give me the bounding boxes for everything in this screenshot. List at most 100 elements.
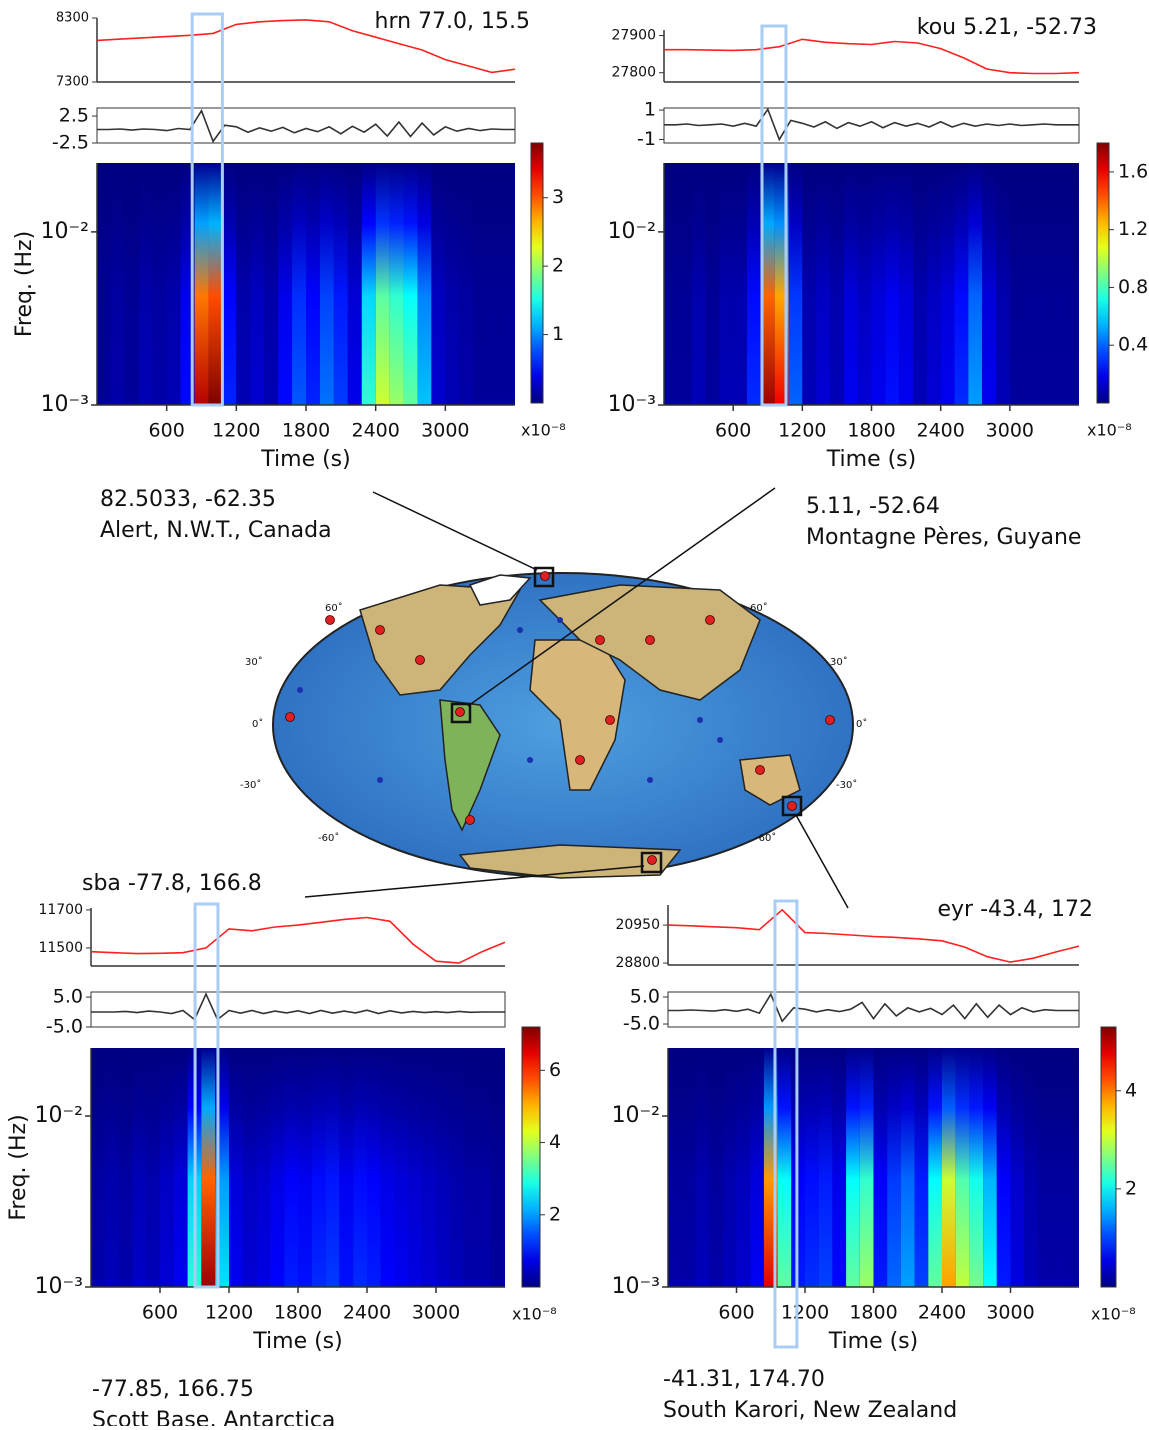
colorbar-unit: x10⁻⁸ [1091, 1305, 1136, 1324]
panel: eyr -43.4, 172 -41.31, 174.70 South Karori… [612, 897, 1138, 1423]
spectrogram-column [264, 163, 279, 405]
spectrogram-column [431, 163, 446, 405]
spectrogram-column [436, 1048, 450, 1287]
spectrogram-column [278, 163, 293, 405]
spectrogram-column [152, 163, 167, 405]
lat-label: 0˚ [856, 718, 867, 730]
spectrogram-column [677, 163, 692, 405]
colorbar-tick-label: 1 [552, 323, 564, 345]
x-tick-label: 3000 [986, 1302, 1034, 1324]
spectrogram-column [375, 163, 390, 405]
spectrogram-column [222, 163, 237, 405]
lat-label: -60˚ [318, 832, 339, 844]
spectrogram-column [968, 163, 983, 405]
y-tick-label: 28800 [615, 955, 660, 971]
field-line [90, 916, 506, 964]
y-tick-label: 1 [644, 99, 656, 121]
colorbar-unit: x10⁻⁸ [512, 1305, 557, 1324]
spectrogram-column [389, 163, 404, 405]
spectrogram-column [347, 163, 362, 405]
spectrogram-column [705, 163, 720, 405]
spectrogram-column [818, 1048, 833, 1287]
panel-title: eyr -43.4, 172 [938, 897, 1094, 922]
spectrogram-column [491, 1048, 505, 1287]
spectrogram-column [311, 1048, 326, 1287]
spectrogram-column [417, 163, 432, 405]
x-tick-label: 1800 [847, 420, 895, 442]
spectrogram-column [353, 1048, 367, 1287]
spectrogram-column [1037, 1048, 1052, 1287]
location-label: Montagne Pères, Guyane [806, 525, 1081, 550]
colorbar-tick-label: 2 [549, 1203, 561, 1225]
spectrogram-column [760, 163, 775, 405]
spectrogram-column [118, 1048, 133, 1287]
spectrogram-column [166, 163, 181, 405]
spectrogram-column [722, 1048, 737, 1287]
spectrogram-column [982, 163, 996, 405]
colorbar-tick-label: 0.4 [1118, 334, 1148, 356]
y-tick-label: 7300 [56, 75, 89, 90]
colorbar-unit: x10⁻⁸ [521, 421, 566, 440]
spectrogram-column [747, 163, 761, 405]
spectrogram-column [887, 1048, 901, 1287]
x-tick-label: 1800 [282, 420, 330, 442]
spectrogram-column [459, 163, 474, 405]
spectrogram-column [449, 1048, 464, 1287]
location-label: 82.5033, -62.35 [100, 487, 276, 512]
filtered-line [91, 992, 505, 1021]
spectrogram-column [942, 1048, 956, 1287]
y-tick-label: 10⁻³ [612, 1274, 660, 1299]
spectrogram-column [104, 1048, 119, 1287]
lat-label: 30˚ [830, 656, 848, 668]
spectrogram-column [124, 163, 139, 405]
highlight-window [190, 12, 224, 407]
x-tick-label: 1200 [205, 1302, 253, 1324]
y-tick-label: 10⁻³ [35, 1274, 83, 1299]
station-dots [285, 571, 835, 865]
spectrogram-column [1051, 163, 1066, 405]
y-tick-label: 10⁻² [35, 1103, 83, 1128]
spectrogram-column [691, 163, 706, 405]
spectrogram-column [695, 1048, 710, 1287]
spectrogram-column [913, 163, 927, 405]
spectrogram-column [394, 1048, 409, 1287]
spectrogram-column [201, 1048, 216, 1287]
spectrogram-column [306, 163, 320, 405]
spectrogram-column [422, 1048, 436, 1287]
x-axis-label: Time (s) [260, 447, 350, 472]
spectrogram-column [1009, 163, 1024, 405]
y-axis-label: Freq. (Hz) [6, 1114, 31, 1220]
y-tick-label: -5.0 [46, 1016, 83, 1038]
spectrogram-column [832, 1048, 847, 1287]
spectrogram-column [270, 1048, 285, 1287]
field-line [96, 19, 516, 74]
field-line [667, 908, 1080, 963]
x-tick-label: 3000 [986, 420, 1034, 442]
x-tick-label: 3000 [412, 1302, 460, 1324]
spectrogram-column [236, 163, 251, 405]
spectrogram-column [367, 1048, 381, 1287]
plot-frame [96, 107, 516, 144]
spectrogram-column [477, 1048, 492, 1287]
spectrogram-column [873, 1048, 888, 1287]
y-tick-label: 11700 [38, 902, 83, 918]
panel: kou 5.21, -52.73 5.11, -52.64 Montagne Pèr… [608, 15, 1149, 550]
spectrogram-column [463, 1048, 478, 1287]
location-label: -41.31, 174.70 [663, 1367, 825, 1392]
lat-label: 60˚ [750, 602, 768, 614]
spectrogram-column [325, 1048, 340, 1287]
x-axis-label: Time (s) [826, 447, 916, 472]
y-tick-label: 27800 [611, 65, 656, 81]
spectrogram-column [668, 1048, 682, 1287]
lat-label: -30˚ [240, 779, 261, 791]
spectrogram-column [664, 163, 678, 405]
x-tick-label: 600 [142, 1302, 178, 1324]
spectrogram-column [802, 163, 817, 405]
spectrogram-column [1023, 163, 1038, 405]
spectrogram-column [408, 1048, 423, 1287]
spectrogram-column [954, 163, 969, 405]
panel: hrn 77.0, 15.5 82.5033, -62.35 Alert, N.W.… [12, 9, 566, 543]
spectrogram-column [871, 163, 886, 405]
spectrogram-column [173, 1048, 188, 1287]
spectrogram-column [110, 163, 125, 405]
